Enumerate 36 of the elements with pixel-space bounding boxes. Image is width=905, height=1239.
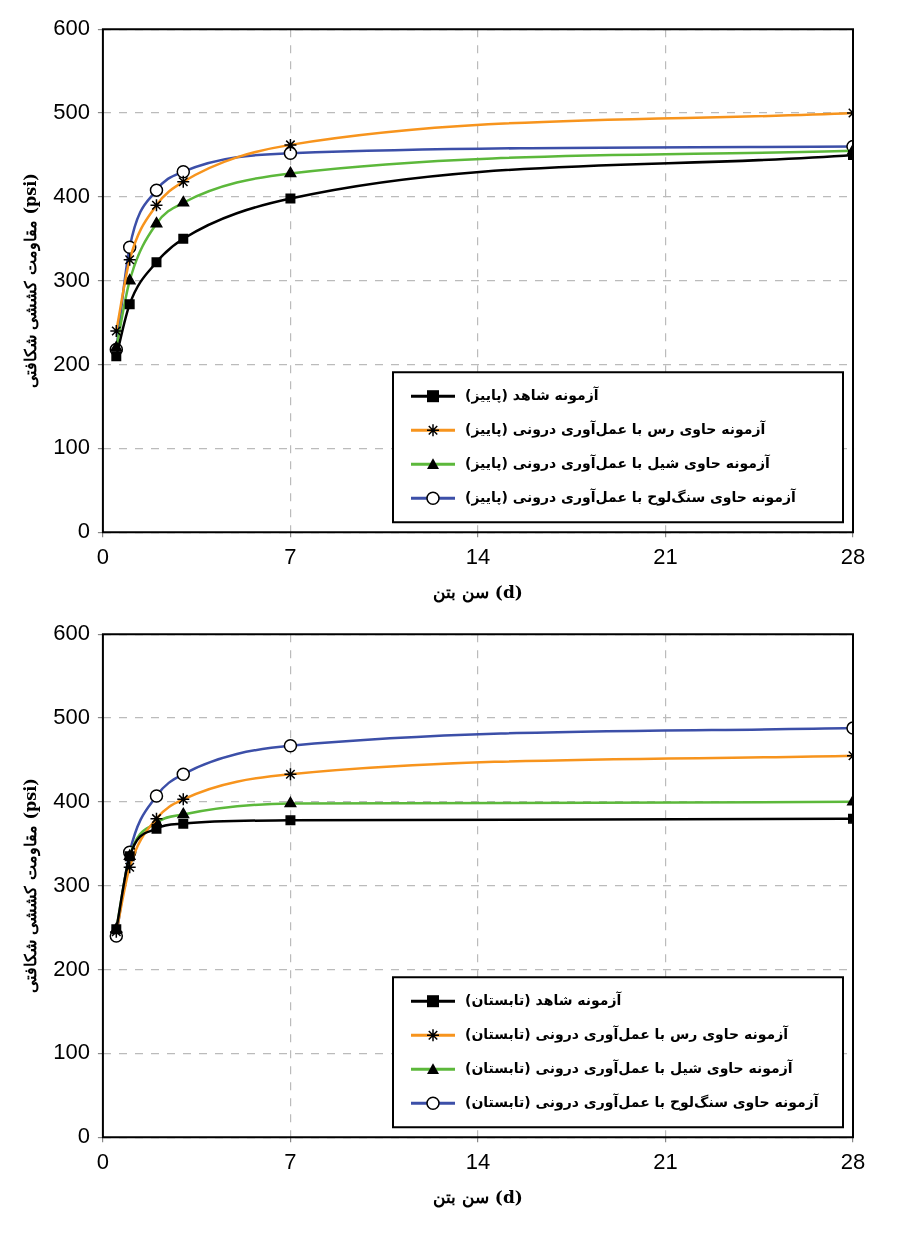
y-tick-label: 500 <box>53 99 90 125</box>
x-axis-title: سن بتن (d) <box>433 582 523 604</box>
y-tick-label: 400 <box>53 787 90 813</box>
y-tick-label: 0 <box>77 1123 90 1149</box>
y-tick-label: 600 <box>53 15 90 41</box>
y-tick-label: 300 <box>53 871 90 897</box>
legend-label: آزمونه شاهد (پاییز) <box>465 385 600 404</box>
x-tick-label: 21 <box>653 1149 678 1175</box>
y-tick-label: 100 <box>53 1039 90 1065</box>
legend-label: آزمونه حاوی شیل با عمل‌آوری درونی (پاییز) <box>465 453 772 472</box>
x-tick-label: 28 <box>840 1149 866 1175</box>
x-tick-label: 14 <box>465 544 491 570</box>
x-axis-title: سن بتن (d) <box>433 1187 523 1209</box>
legend-label: آزمونه شاهد (تابستان) <box>465 990 623 1009</box>
y-tick-label: 500 <box>53 704 90 730</box>
legend-label: آزمونه حاوی شیل با عمل‌آوری درونی (تابستان) <box>465 1058 794 1077</box>
y-tick-label: 100 <box>53 434 90 460</box>
y-tick-label: 300 <box>53 266 90 292</box>
y-tick-label: 400 <box>53 182 90 208</box>
x-tick-label: 7 <box>284 544 297 570</box>
y-tick-label: 600 <box>53 620 90 646</box>
legend-label: آزمونه حاوی رس با عمل‌آوری درونی (پاییز) <box>465 419 767 438</box>
legend-label: آزمونه حاوی سنگ‌لوح با عمل‌آوری درونی (تابستان) <box>465 1092 820 1111</box>
x-tick-label: 21 <box>653 544 678 570</box>
legend-label: آزمونه حاوی رس با عمل‌آوری درونی (تابستان) <box>465 1024 790 1043</box>
x-tick-label: 0 <box>96 544 110 570</box>
legend-label: آزمونه حاوی سنگ‌لوح با عمل‌آوری درونی (پاییز) <box>465 487 798 506</box>
x-tick-label: 14 <box>465 1149 491 1175</box>
y-tick-label: 200 <box>53 955 90 981</box>
y-tick-label: 200 <box>53 350 90 376</box>
y-axis-title: مقاومت کششی شکافتی (psi) <box>20 173 41 389</box>
x-tick-label: 28 <box>840 544 866 570</box>
y-tick-label: 0 <box>77 518 90 544</box>
y-axis-title: مقاومت کششی شکافتی (psi) <box>20 778 41 994</box>
x-tick-label: 0 <box>96 1149 110 1175</box>
x-tick-label: 7 <box>284 1149 297 1175</box>
